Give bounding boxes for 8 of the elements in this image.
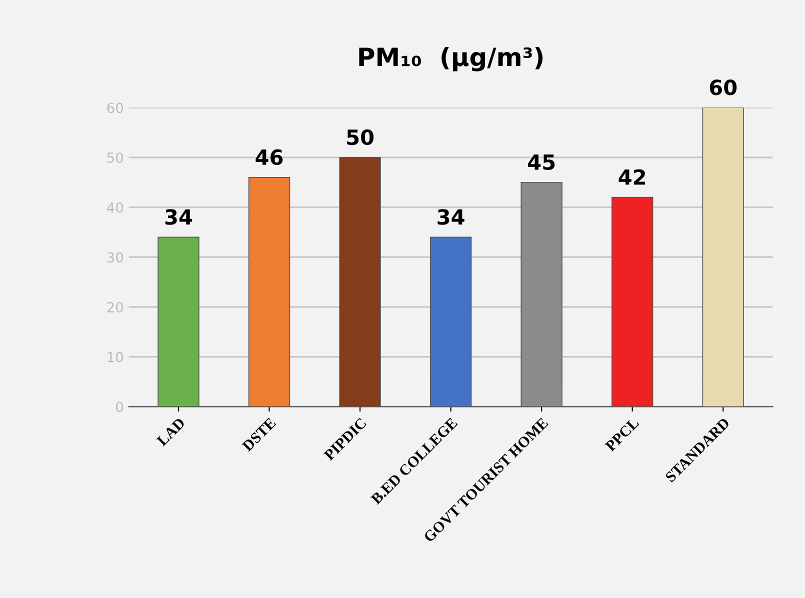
chart-title: PM₁₀ (µg/m³) xyxy=(359,47,543,72)
data-label: 42 xyxy=(618,169,646,185)
data-label: 46 xyxy=(256,149,283,166)
data-label: 60 xyxy=(710,80,737,96)
data-label: 34 xyxy=(165,209,192,225)
data-label: 34 xyxy=(438,209,464,225)
data-label: 50 xyxy=(347,129,374,146)
data-label: 45 xyxy=(528,154,555,170)
